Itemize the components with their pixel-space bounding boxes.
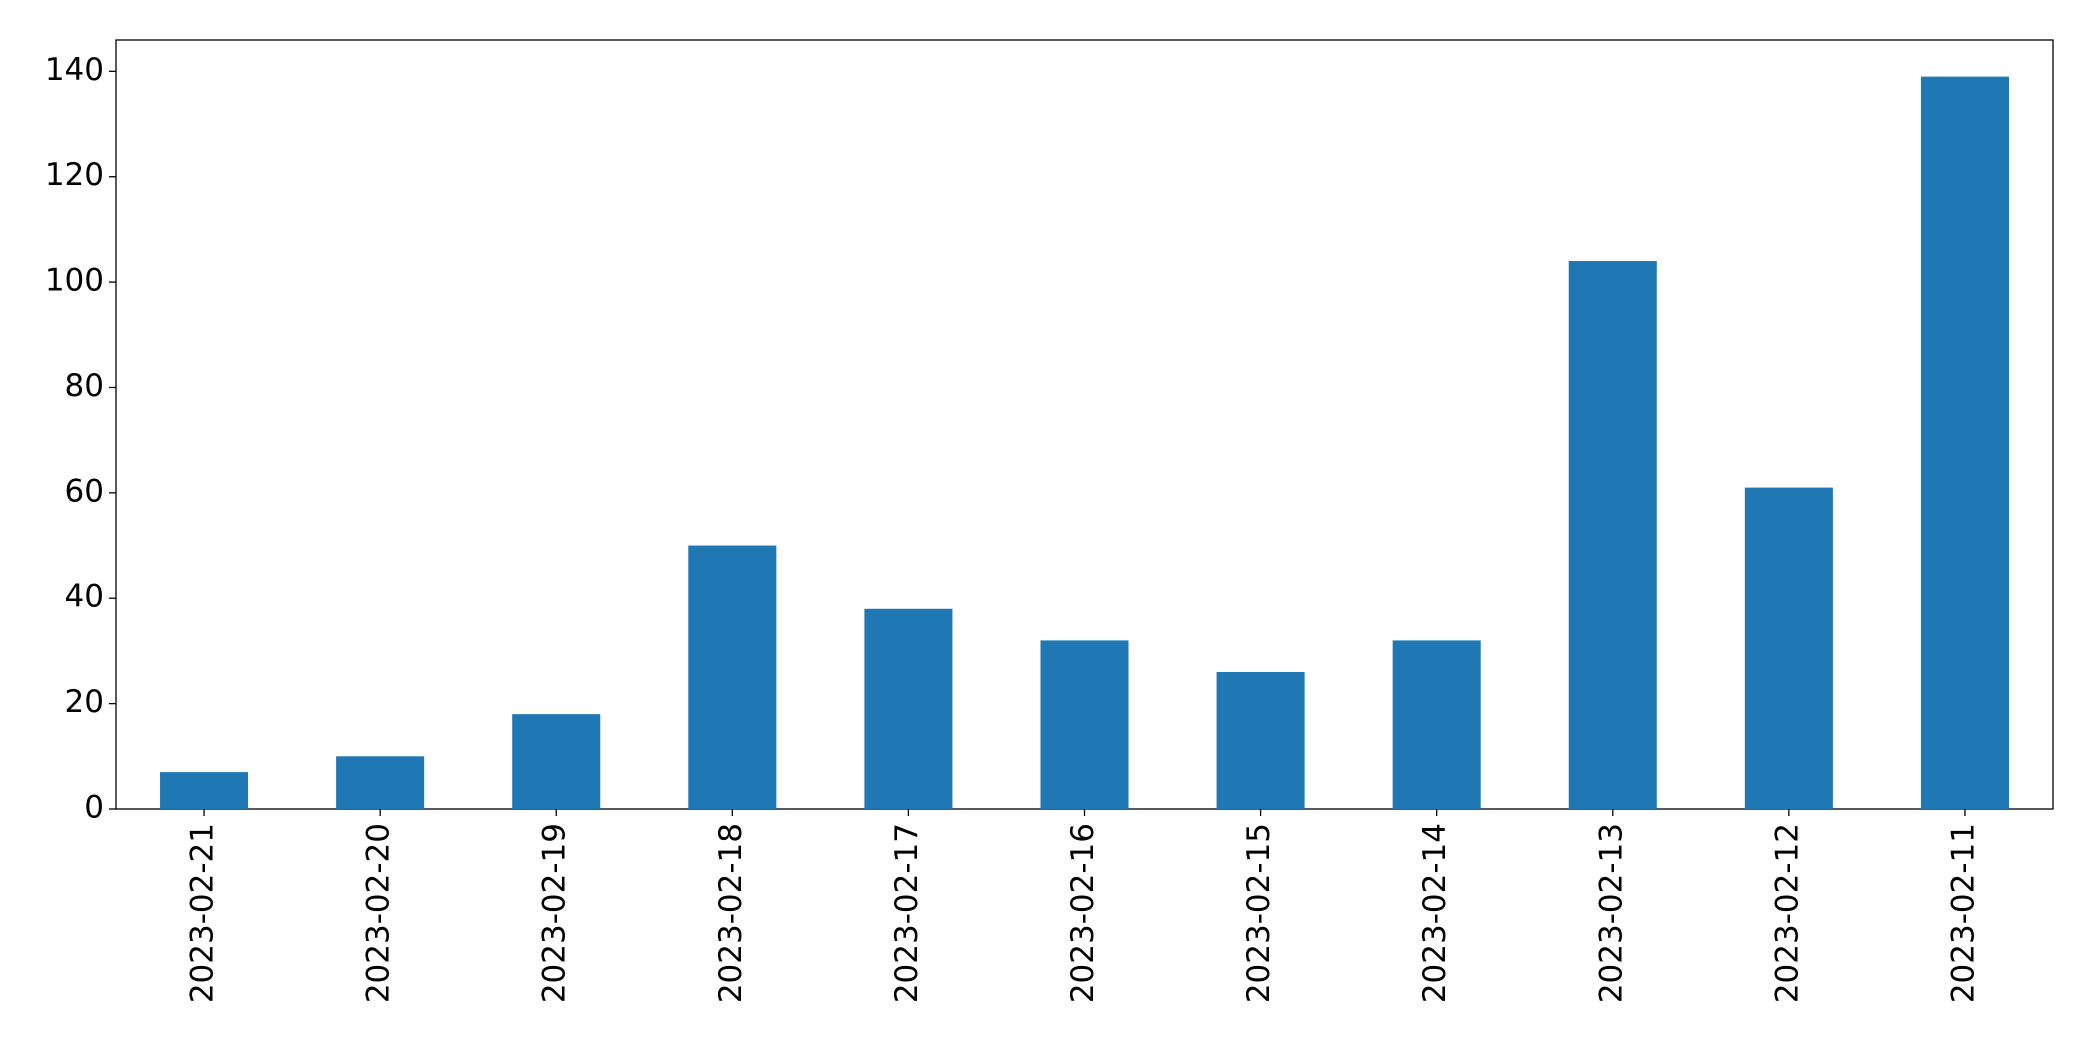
x-tick-label: 2023-02-17: [889, 823, 925, 1003]
bar: [1568, 261, 1657, 810]
bar: [1040, 640, 1129, 809]
bar: [512, 714, 601, 809]
bar: [1392, 640, 1481, 809]
bar: [1920, 76, 2009, 810]
x-tick-label: 2023-02-14: [1417, 823, 1453, 1003]
y-tick-label: 40: [65, 579, 104, 615]
bar: [336, 756, 425, 809]
x-tick-label: 2023-02-12: [1769, 823, 1805, 1003]
x-tick-label: 2023-02-21: [185, 823, 221, 1003]
x-tick-label: 2023-02-16: [1065, 823, 1101, 1003]
bar: [688, 545, 777, 809]
x-tick-label: 2023-02-18: [713, 823, 749, 1003]
y-tick-label: 0: [84, 790, 104, 826]
y-tick-label: 60: [65, 473, 104, 509]
bar: [1744, 487, 1833, 809]
bar: [160, 772, 249, 809]
bar: [864, 608, 953, 809]
y-tick-label: 120: [45, 157, 104, 193]
x-tick-label: 2023-02-20: [361, 823, 397, 1003]
x-tick-label: 2023-02-19: [537, 823, 573, 1003]
y-tick-label: 140: [45, 52, 104, 88]
y-tick-label: 100: [45, 263, 104, 299]
y-tick-label: 20: [65, 684, 104, 720]
y-tick-label: 80: [65, 368, 104, 404]
x-tick-label: 2023-02-13: [1593, 823, 1629, 1003]
x-tick-label: 2023-02-15: [1241, 823, 1277, 1003]
x-tick-label: 2023-02-11: [1945, 823, 1981, 1003]
bar: [1216, 672, 1305, 809]
